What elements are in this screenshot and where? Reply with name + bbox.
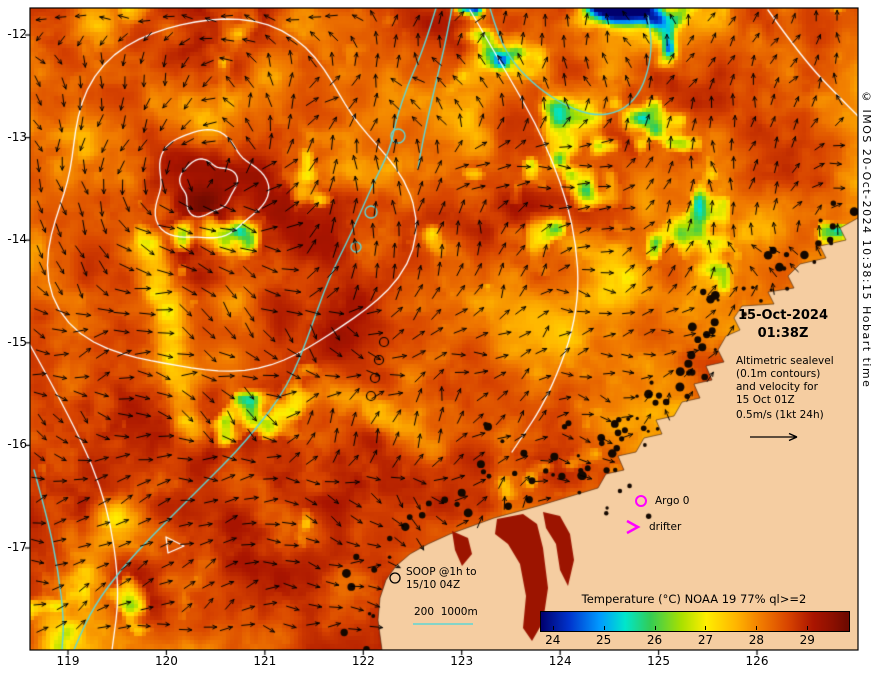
- copyright-credit: © IMOS 20-Oct-2024 10:38:15 Hobart time: [859, 90, 873, 389]
- isobath-label: 200 1000m: [414, 606, 478, 618]
- argo-marker: [635, 495, 647, 507]
- legend-altimetric-line3: and velocity for: [736, 381, 818, 393]
- velocity-scale-arrow: [750, 432, 798, 442]
- x-axis-tick-label: 120: [154, 654, 178, 668]
- soop-label-line1: SOOP @1h to: [406, 566, 477, 578]
- colorbar-tick: [603, 626, 605, 630]
- y-axis-tick-label: -16: [7, 437, 27, 452]
- colorbar-tick: [756, 626, 758, 630]
- legend-velocity-scale: 0.5m/s (1kt 24h): [736, 409, 824, 421]
- drifter-label: drifter: [649, 521, 682, 533]
- map-title-time: 01:38Z: [757, 326, 809, 341]
- x-axis-tick-label: 121: [253, 654, 277, 668]
- x-axis-tick-label: 125: [647, 654, 671, 668]
- argo-label: Argo 0: [655, 495, 690, 507]
- colorbar-gradient: [540, 611, 850, 632]
- colorbar-tick: [807, 626, 809, 630]
- x-axis-tick-label: 123: [450, 654, 474, 668]
- colorbar-tick-label: 29: [799, 633, 815, 647]
- soop-marker: [389, 572, 401, 584]
- colorbar-tick-label: 28: [748, 633, 764, 647]
- map-title-date: 15-Oct-2024: [737, 308, 829, 323]
- x-axis-tick-label: 119: [56, 654, 80, 668]
- y-axis-tick-label: -13: [7, 129, 27, 144]
- x-axis-tick-label: 124: [548, 654, 572, 668]
- colorbar-tick-label: 26: [646, 633, 663, 647]
- colorbar-tick-label: 25: [595, 633, 612, 647]
- plot-frame: [29, 7, 859, 651]
- legend-altimetric-line1: Altimetric sealevel: [736, 355, 834, 367]
- y-axis-tick-label: -12: [7, 27, 27, 41]
- colorbar-tick: [552, 626, 554, 630]
- colorbar-tick-label: 24: [545, 633, 561, 647]
- y-axis-tick-label: -14: [7, 232, 27, 247]
- colorbar-tick: [654, 626, 656, 630]
- colorbar-tick: [705, 626, 707, 630]
- colorbar-tick-label: 27: [697, 633, 714, 647]
- colorbar-label: Temperature (°C) NOAA 19 77% ql>=2: [581, 592, 807, 606]
- legend-altimetric-line4: 15 Oct 01Z: [736, 394, 795, 406]
- drifter-marker: [626, 519, 641, 535]
- x-axis-tick-label: 126: [745, 654, 769, 668]
- x-axis-tick-label: 122: [351, 654, 375, 668]
- y-axis-tick-label: -17: [7, 540, 27, 554]
- soop-label-line2: 15/10 04Z: [406, 579, 461, 591]
- legend-altimetric-line2: (0.1m contours): [736, 368, 821, 380]
- y-axis-tick-label: -15: [7, 334, 27, 349]
